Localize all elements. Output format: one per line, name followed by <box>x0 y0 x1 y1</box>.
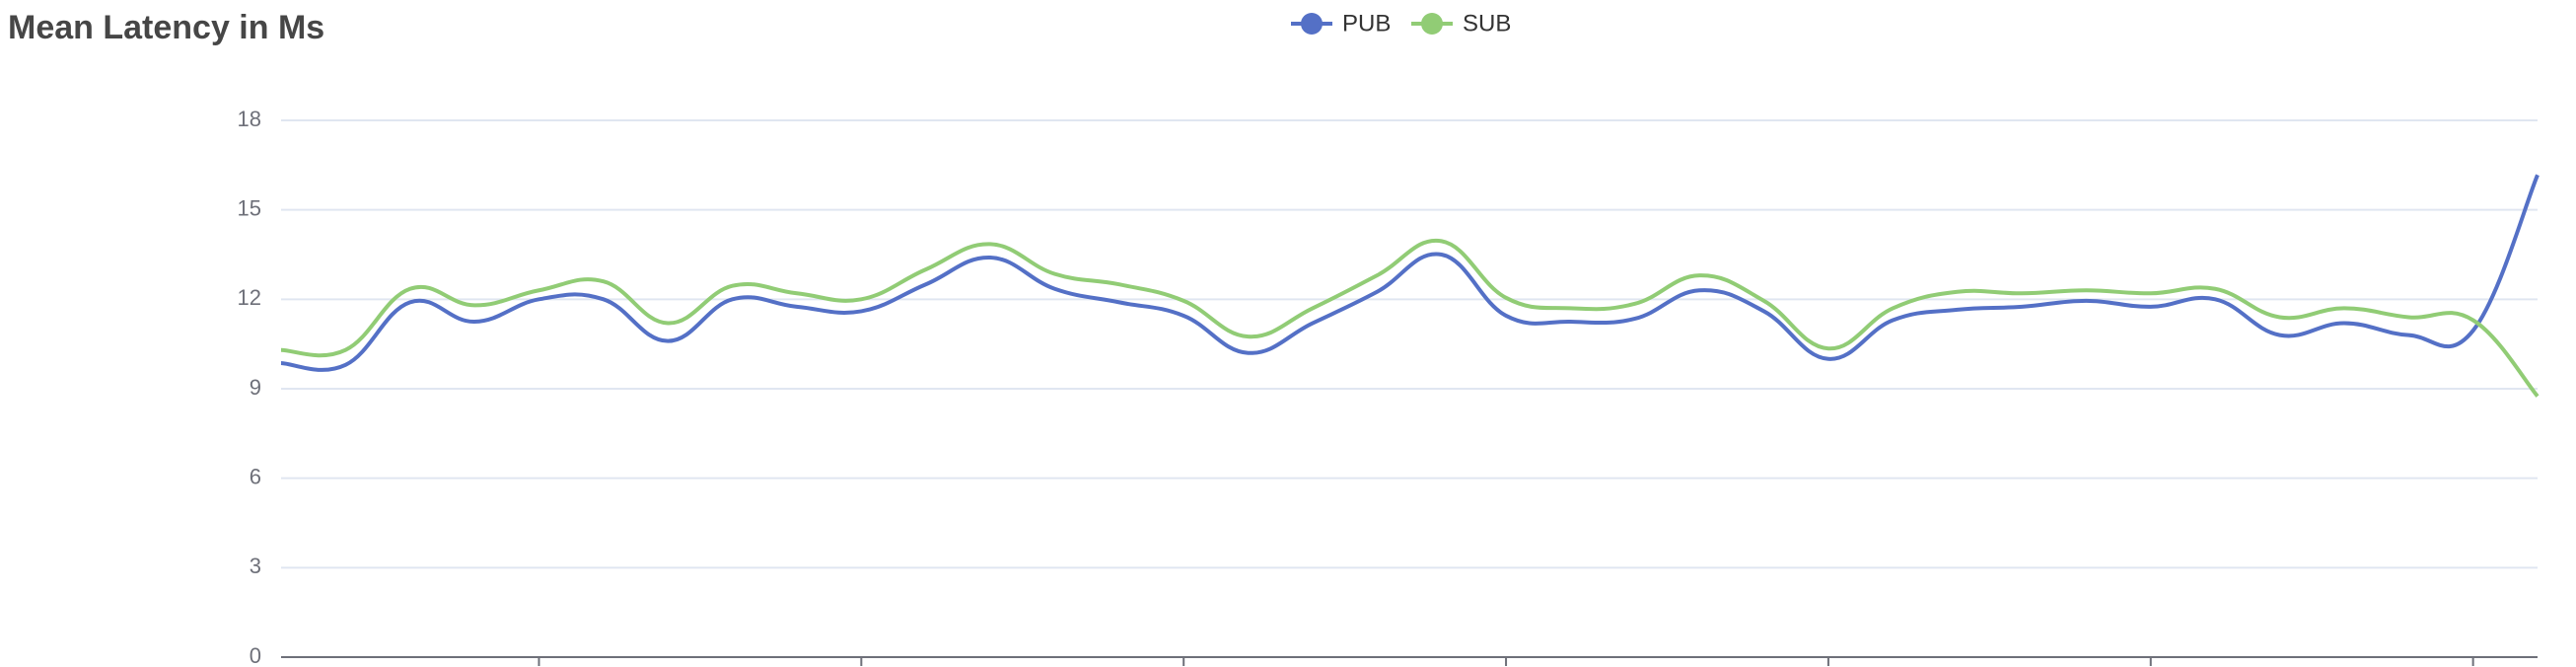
y-tick-label: 3 <box>250 554 261 578</box>
legend-marker <box>1421 13 1443 35</box>
legend-item: SUB <box>1411 10 1511 37</box>
legend-marker <box>1301 13 1323 35</box>
y-tick-label: 18 <box>238 107 261 131</box>
chart-title: Mean Latency in Ms <box>8 9 324 46</box>
legend-label: SUB <box>1463 10 1511 37</box>
line-series <box>280 238 2540 398</box>
y-tick-label: 6 <box>250 464 261 488</box>
y-tick-label: 9 <box>250 375 261 400</box>
line-series <box>280 174 2540 372</box>
y-tick-label: 15 <box>238 195 261 220</box>
y-tick-label: 12 <box>238 285 261 310</box>
legend-item: PUB <box>1291 10 1391 37</box>
legend-label: PUB <box>1342 10 1391 37</box>
y-tick-label: 0 <box>250 643 261 667</box>
